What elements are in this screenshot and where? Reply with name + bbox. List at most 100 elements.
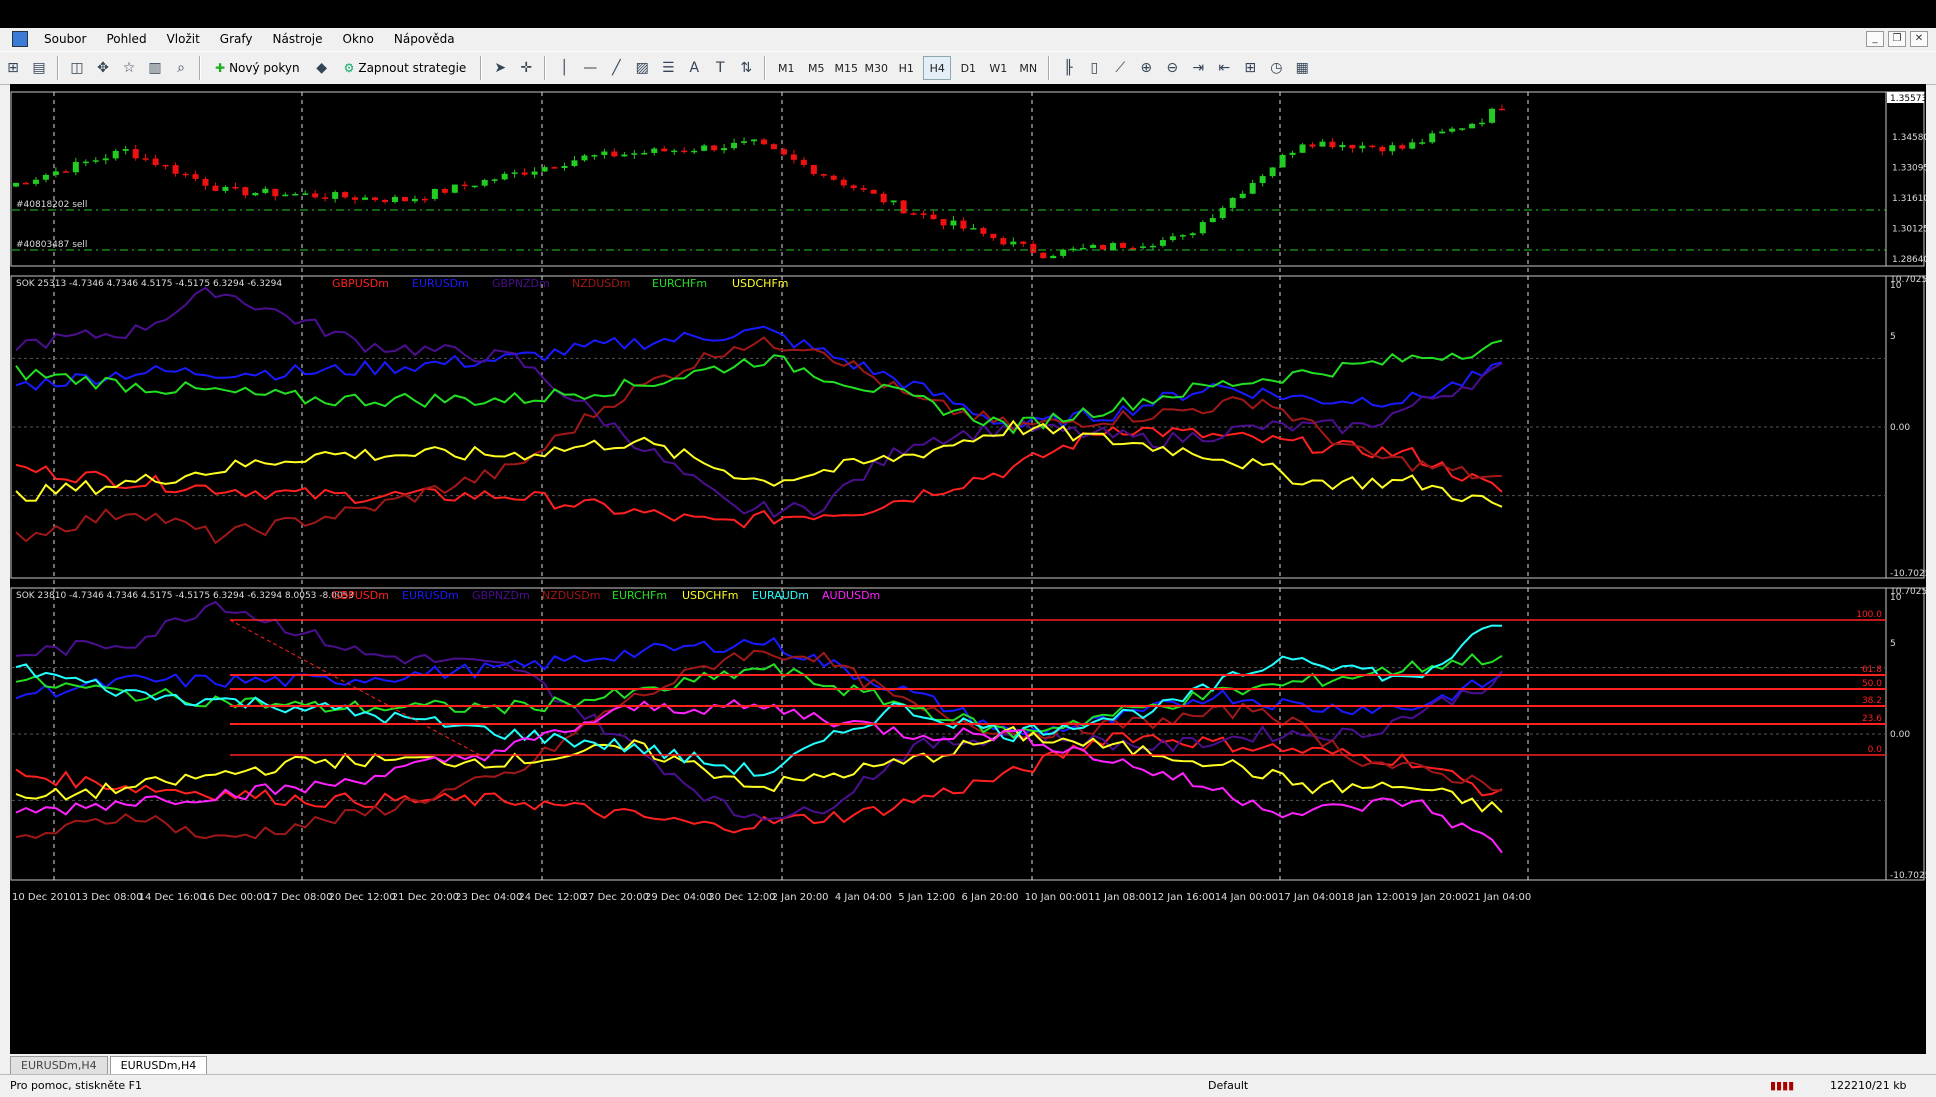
timeframe-d1[interactable]: D1 [960,61,977,75]
timeframe-m30[interactable]: M30 [864,61,889,75]
ind1-legend-usdchfm: USDCHFm [732,277,789,290]
candle-body [900,200,907,214]
x-label-18: 12 Jan 16:00 [1151,892,1214,903]
menu-napoveda[interactable]: Nápověda [393,32,455,46]
terminal-icon[interactable]: ▥ [148,60,162,76]
candle-body [401,196,408,202]
new-chart-icon[interactable]: ⊞ [7,60,19,76]
candle-body [1090,244,1097,248]
strategy-toggle-button[interactable]: ⚙ Zapnout strategie [337,56,474,80]
zoom-out-icon[interactable]: ⊖ [1166,60,1179,76]
timeframe-m15[interactable]: M15 [834,61,859,75]
x-label-2: 14 Dec 16:00 [139,892,206,903]
candle-body [850,185,857,189]
series-nzdusdm-2 [15,649,1503,840]
menu-vlozit[interactable]: Vložit [166,32,200,46]
cursor-icon[interactable]: ➤ [494,60,507,76]
series-gbpusdm-1 [15,426,1503,529]
line-chart-icon[interactable]: ⟋ [1115,60,1126,76]
x-label-15: 6 Jan 20:00 [962,892,1019,903]
timeframe-h4[interactable]: H4 [923,56,952,80]
timeframe-mn[interactable]: MN [1019,61,1038,75]
chart-window[interactable]: 10 Dec 2010 13 Dec 08:00 14 Dec 16:00 16 De… [10,84,1930,1054]
menu-grafy[interactable]: Grafy [219,32,253,46]
candle-body [1319,141,1326,147]
close-icon[interactable]: ✕ [1910,31,1928,47]
x-label-10: 29 Dec 04:00 [645,892,712,903]
fib-label-0: 100.0 [1856,610,1882,620]
chart-shift-icon[interactable]: ⇤ [1218,60,1231,76]
strategy-label: Zapnout strategie [358,61,467,75]
candles-icon[interactable]: ▯ [1090,60,1099,76]
candle-body [591,155,598,157]
fibo-icon[interactable]: ☰ [662,60,675,76]
timeframe-h1[interactable]: H1 [898,61,914,75]
arrows-icon[interactable]: ⇅ [740,60,753,76]
chart-tab-1[interactable]: EURUSDm,H4 [10,1056,108,1076]
candle-body [681,150,688,153]
ind2-legend-audusdm: AUDUSDm [822,589,880,602]
candle-body [1419,142,1426,144]
menu-soubor[interactable]: Soubor [44,32,87,46]
candle-body [1399,145,1406,149]
candle-body [13,182,19,187]
candle-body [1379,146,1386,152]
bar-chart-icon[interactable]: ╟ [1064,60,1073,76]
candle-body [571,160,578,167]
timeframe-w1[interactable]: W1 [989,61,1008,75]
toolbar: ⊞ ▤ ◫ ✥ ☆ ▥ ⌕ ✚ Nový pokyn ◆ ⚙ Zapnout str… [0,51,1936,85]
candle-body [1070,248,1077,251]
channel-icon[interactable]: ▨ [635,60,649,76]
chart-tab-2[interactable]: EURUSDm,H4 [109,1056,208,1076]
menu-nastroje[interactable]: Nástroje [272,32,323,46]
templates-icon[interactable]: ▦ [1295,60,1309,76]
x-label-19: 14 Jan 00:00 [1215,892,1278,903]
indicators-icon[interactable]: ⊞ [1244,60,1257,76]
crosshair-icon[interactable]: ✛ [520,60,533,76]
gears-icon: ⚙ [343,61,355,75]
candle-body [1489,108,1496,123]
autoscroll-icon[interactable]: ⇥ [1192,60,1205,76]
x-label-9: 27 Dec 20:00 [582,892,649,903]
navigator-icon[interactable]: ✥ [97,60,109,76]
timeframe-m1[interactable]: M1 [778,61,795,75]
series-eurchfm-1 [15,339,1503,435]
ind1-tick-0: 10.7025 [1890,275,1926,285]
candle-body [651,148,658,153]
zoom-in-icon[interactable]: ⊕ [1140,60,1153,76]
profiles-icon[interactable]: ▤ [32,60,46,76]
metaeditor-icon[interactable]: ◆ [316,60,327,76]
price-tick-3: 1.30125 [1892,225,1926,235]
candle-body [581,155,588,161]
ind2-legend-nzdusdm: NZDUSDm [542,589,600,602]
candle-body [741,141,748,143]
text-icon[interactable]: A [689,60,700,76]
horizontal-line-icon[interactable]: — [583,60,598,76]
status-traffic: 122210/21 kb [1830,1079,1907,1092]
market-watch-icon[interactable]: ◫ [70,60,84,76]
fib-label-1: 61.8 [1862,665,1882,675]
ind1-legend-eurusdm: EURUSDm [412,277,469,290]
restore-icon[interactable]: ❐ [1888,31,1906,47]
data-window-icon[interactable]: ☆ [122,60,136,76]
menu-okno[interactable]: Okno [342,32,374,46]
series-eurusdm-2 [15,636,1503,736]
vertical-line-icon[interactable]: │ [560,60,569,76]
timeframe-m5[interactable]: M5 [808,61,825,75]
new-order-button[interactable]: ✚ Nový pokyn [208,56,307,80]
candle-body [142,158,149,160]
ind2-tick-3: 0.00 [1890,730,1910,740]
tester-icon[interactable]: ⌕ [177,60,185,76]
x-label-0: 10 Dec 2010 [12,892,76,903]
trendline-icon[interactable]: ╱ [612,60,621,76]
candle-body [541,167,548,172]
candle-body [810,164,817,175]
candle-body [451,184,458,193]
minimize-icon[interactable]: _ [1866,31,1884,47]
periods-icon[interactable]: ◷ [1270,60,1283,76]
connection-icon: ▮▮▮▮ [1770,1079,1795,1092]
label-icon[interactable]: T [716,60,725,76]
menu-pohled[interactable]: Pohled [106,32,147,46]
candle-body [1120,243,1127,248]
